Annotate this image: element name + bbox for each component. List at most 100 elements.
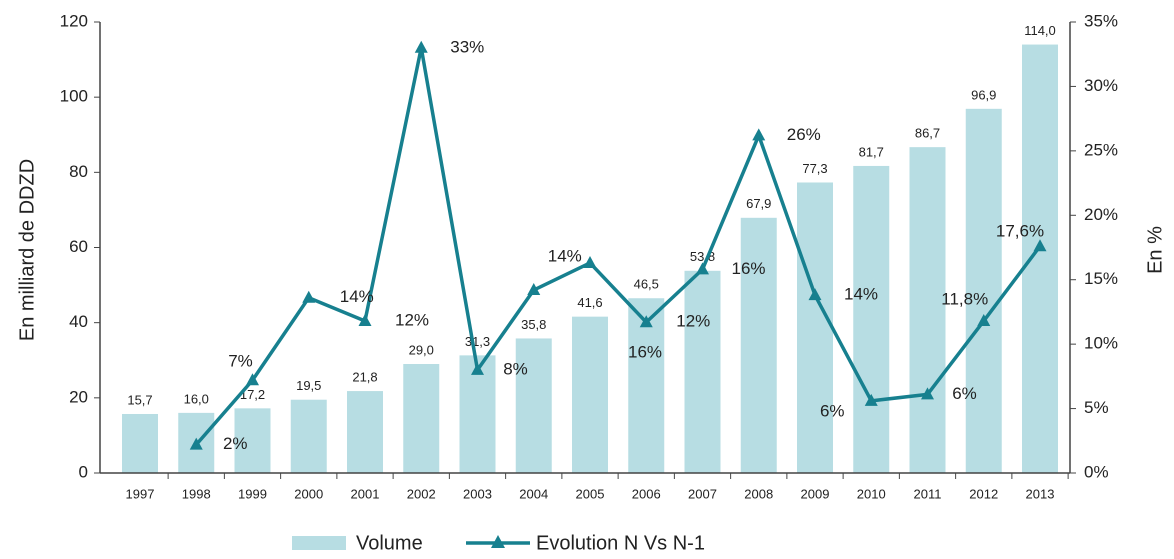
line-label: 26% <box>787 125 821 144</box>
line-marker <box>921 387 934 400</box>
line-label: 12% <box>395 310 429 329</box>
line-marker <box>752 128 766 141</box>
line-label: 6% <box>820 401 845 420</box>
y-tick-label: 100 <box>60 87 88 106</box>
line-label: 14% <box>844 285 878 304</box>
y2-tick-label: 25% <box>1084 140 1118 159</box>
y2-tick-label: 5% <box>1084 398 1109 417</box>
legend-swatch <box>292 536 346 550</box>
bar <box>684 270 721 473</box>
y-tick-label: 80 <box>69 162 88 181</box>
bar <box>965 108 1002 473</box>
bar-label: 41,6 <box>577 295 602 310</box>
x-tick-label: 2010 <box>857 486 886 501</box>
line-marker <box>583 255 597 268</box>
line-label: 16% <box>731 259 765 278</box>
y2-tick-label: 35% <box>1084 11 1118 30</box>
y-tick-label: 120 <box>60 11 88 30</box>
y2-tick-label: 0% <box>1084 462 1109 481</box>
bar-label: 21,8 <box>352 370 377 385</box>
y2-axis-title: En % <box>1144 226 1166 274</box>
bar <box>122 413 158 473</box>
bar-label: 77,3 <box>802 161 827 176</box>
bar-label: 16,0 <box>184 391 209 406</box>
legend-marker <box>491 535 505 548</box>
x-tick-label: 2004 <box>519 486 548 501</box>
bar-label: 86,7 <box>915 126 940 141</box>
line-label: 17,6% <box>996 222 1044 241</box>
bar <box>572 316 608 473</box>
line-label: 6% <box>952 384 977 403</box>
line-marker <box>808 288 822 301</box>
bar <box>797 182 833 473</box>
line-marker <box>358 313 372 326</box>
line-marker <box>471 362 484 375</box>
line-marker <box>302 290 316 303</box>
line-marker <box>189 437 203 450</box>
legend-label: Volume <box>356 532 423 554</box>
x-tick-label: 2011 <box>914 486 942 501</box>
line-label: 2% <box>223 434 248 453</box>
bar <box>347 391 383 473</box>
bar-label: 114,0 <box>1024 23 1056 38</box>
line-label: 7% <box>228 352 253 371</box>
y2-tick-label: 15% <box>1084 269 1118 288</box>
x-tick-label: 2006 <box>632 486 661 501</box>
x-tick-label: 2001 <box>351 486 380 501</box>
bar-label: 35,8 <box>521 317 546 332</box>
bar <box>459 355 496 473</box>
bar <box>515 338 552 473</box>
bar-label: 46,5 <box>634 277 659 292</box>
x-tick-label: 1997 <box>126 486 155 501</box>
y-tick-label: 60 <box>69 237 88 256</box>
bar <box>234 408 271 473</box>
line-label: 16% <box>628 342 662 361</box>
x-tick-label: 1998 <box>182 486 211 501</box>
bar-label: 15,7 <box>127 392 152 407</box>
line-marker <box>527 283 541 296</box>
line-marker <box>414 40 428 53</box>
line-label: 12% <box>676 312 710 331</box>
bar-label: 29,0 <box>409 342 434 357</box>
x-tick-label: 2002 <box>407 486 436 501</box>
bar <box>403 364 440 473</box>
line-marker <box>1033 239 1047 252</box>
line-marker <box>977 313 991 326</box>
line-label: 14% <box>340 287 374 306</box>
y2-tick-label: 20% <box>1084 205 1118 224</box>
line-marker <box>246 373 259 386</box>
x-tick-label: 2013 <box>1026 486 1055 501</box>
bar-label: 67,9 <box>746 196 771 211</box>
y2-tick-label: 10% <box>1084 334 1118 353</box>
line-label: 8% <box>503 359 528 378</box>
bar <box>290 399 327 473</box>
bar-label: 81,7 <box>859 144 884 159</box>
y2-tick-label: 30% <box>1084 76 1118 95</box>
y-tick-label: 40 <box>69 312 88 331</box>
x-tick-label: 2005 <box>576 486 605 501</box>
bar <box>853 165 890 474</box>
line-label: 11,8% <box>941 289 988 308</box>
bar-label: 31,3 <box>465 334 490 349</box>
x-tick-label: 2008 <box>744 486 773 501</box>
x-tick-label: 2012 <box>969 486 998 501</box>
x-tick-label: 1999 <box>238 486 267 501</box>
bar <box>628 298 665 473</box>
x-tick-label: 2009 <box>801 486 830 501</box>
bar-label: 19,5 <box>296 378 321 393</box>
bar <box>1022 44 1058 474</box>
line <box>194 46 1042 446</box>
bar-label: 96,9 <box>971 87 996 102</box>
x-tick-label: 2003 <box>463 486 492 501</box>
bar <box>909 147 946 473</box>
y-tick-label: 20 <box>69 387 88 406</box>
line-marker <box>864 393 878 406</box>
x-tick-label: 2007 <box>688 486 717 501</box>
line-label: 33% <box>450 37 484 56</box>
line-marker <box>696 262 709 275</box>
x-tick-label: 2000 <box>294 486 323 501</box>
y-tick-label: 0 <box>79 462 88 481</box>
bar <box>740 217 777 473</box>
line-marker <box>639 315 653 328</box>
